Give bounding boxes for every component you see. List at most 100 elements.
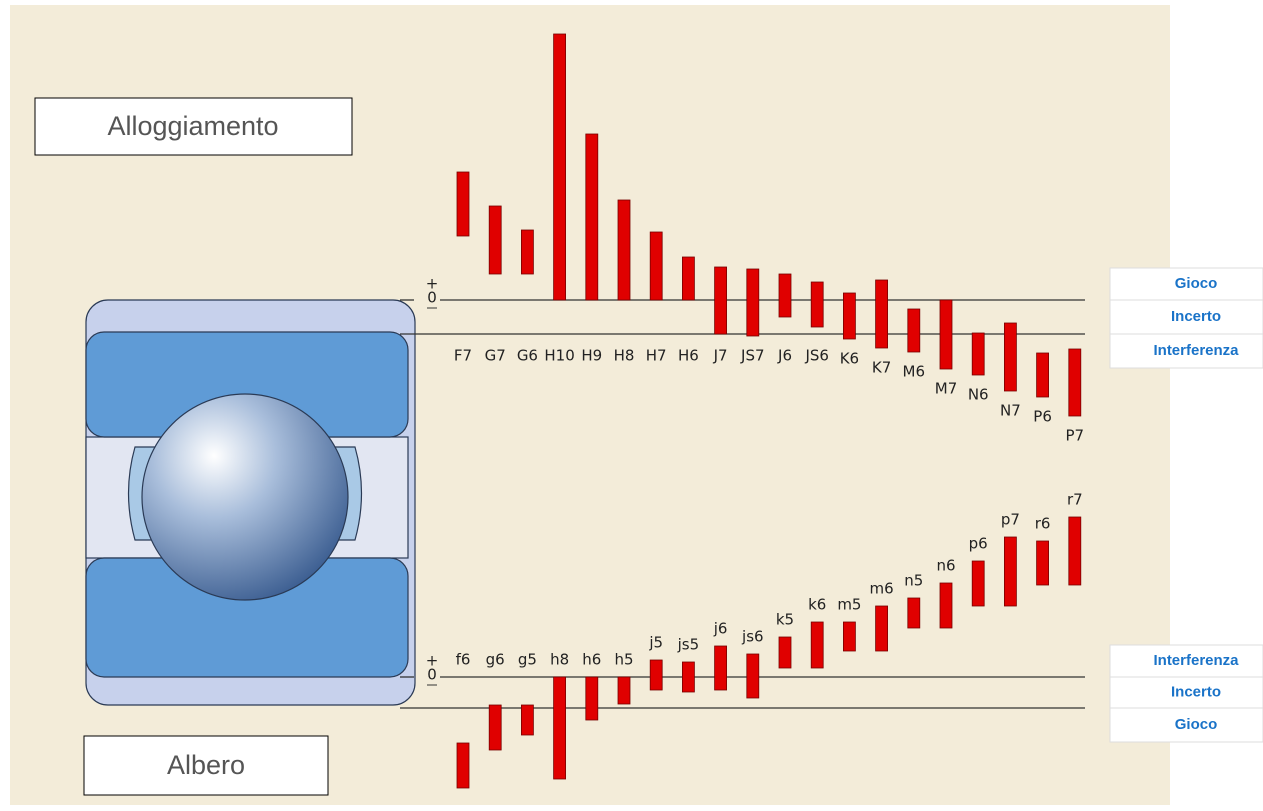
tolerance-label: r7 xyxy=(1067,491,1083,509)
tolerance-bar xyxy=(778,273,792,318)
zone-box xyxy=(1109,707,1263,743)
tolerance-bar xyxy=(810,621,824,669)
tolerance-bar xyxy=(939,299,953,370)
tolerance-label: M7 xyxy=(935,380,958,398)
tolerance-label: h8 xyxy=(550,651,569,669)
tolerance-label: js6 xyxy=(741,628,764,646)
tolerance-label: m6 xyxy=(870,580,894,598)
tolerance-label: K6 xyxy=(840,350,859,368)
zone-label: Incerto xyxy=(1171,308,1221,325)
tolerance-label: N7 xyxy=(1000,402,1021,420)
tolerance-bar xyxy=(714,645,727,691)
tolerance-bar xyxy=(843,292,856,340)
tolerance-label: K7 xyxy=(872,359,891,377)
tolerance-bar xyxy=(810,281,824,328)
zero-sign: 0 xyxy=(427,666,437,684)
tolerance-bar xyxy=(585,676,599,721)
tolerance-label: js5 xyxy=(677,636,700,654)
tolerance-bar xyxy=(714,266,727,335)
zone-box xyxy=(1109,267,1263,301)
tolerance-label: G7 xyxy=(485,347,506,365)
zone-label: Interferenza xyxy=(1153,652,1239,669)
tolerance-bar xyxy=(585,133,599,301)
tolerance-bar xyxy=(456,742,470,789)
tolerance-label: N6 xyxy=(968,386,989,404)
tolerance-label: p6 xyxy=(969,535,988,553)
tolerance-label: j6 xyxy=(713,620,728,638)
tolerance-label: J6 xyxy=(777,347,792,365)
tolerance-bar xyxy=(553,676,566,780)
zero-sign: 0 xyxy=(427,289,437,307)
tolerance-bar xyxy=(1068,348,1082,417)
tolerance-bar xyxy=(1068,516,1082,586)
tolerance-bar xyxy=(907,308,921,353)
tolerance-label: h6 xyxy=(582,651,601,669)
tolerance-label: J7 xyxy=(713,347,728,365)
zone-box xyxy=(1109,333,1263,369)
tolerance-bar xyxy=(1036,540,1049,586)
tolerance-label: H8 xyxy=(614,347,635,365)
tolerance-label: k5 xyxy=(776,611,794,629)
tolerance-bar xyxy=(521,229,534,275)
tolerance-label: H9 xyxy=(581,347,602,365)
tolerance-label: G6 xyxy=(517,347,538,365)
tolerance-bar xyxy=(971,560,985,607)
zone-box xyxy=(1109,299,1263,335)
housing-box xyxy=(34,97,353,156)
tolerance-bar xyxy=(971,332,985,376)
tolerance-bar xyxy=(875,279,888,349)
tolerance-label: P7 xyxy=(1066,427,1085,445)
tolerance-label: n5 xyxy=(904,572,923,590)
tolerance-label: JS7 xyxy=(740,347,765,365)
tolerance-label: g6 xyxy=(486,651,505,669)
tolerance-label: n6 xyxy=(936,557,955,575)
tolerance-label: j5 xyxy=(648,634,663,652)
tolerance-bar xyxy=(456,171,470,237)
tolerance-bar xyxy=(746,268,760,337)
zone-label: Gioco xyxy=(1175,716,1218,733)
tolerance-label: m5 xyxy=(837,596,861,614)
tolerance-bar xyxy=(682,661,695,693)
tolerance-bar xyxy=(1004,536,1017,607)
tolerance-bar xyxy=(617,676,631,705)
tolerance-bar xyxy=(649,659,663,691)
tolerance-label: f6 xyxy=(456,651,471,669)
tolerance-bar xyxy=(617,199,631,301)
zone-label: Gioco xyxy=(1175,275,1218,292)
tolerance-bar xyxy=(1036,352,1049,398)
tolerance-label: H7 xyxy=(646,347,667,365)
tolerance-label: H10 xyxy=(544,347,574,365)
plus-sign: + xyxy=(426,652,439,670)
zone-label: Incerto xyxy=(1171,683,1221,700)
tolerance-bar xyxy=(682,256,695,301)
tolerance-label: k6 xyxy=(808,596,826,614)
tolerance-label: h5 xyxy=(614,651,633,669)
tolerance-label: g5 xyxy=(518,651,537,669)
tolerance-bar xyxy=(939,582,953,629)
tolerance-label: r6 xyxy=(1035,515,1051,533)
tolerance-bar xyxy=(778,636,792,669)
tolerance-bar xyxy=(521,704,534,736)
zone-label: Interferenza xyxy=(1153,342,1239,359)
tolerance-label: M6 xyxy=(903,363,926,381)
tolerance-bar xyxy=(649,231,663,301)
tolerance-label: P6 xyxy=(1033,408,1052,426)
tolerance-bar xyxy=(875,605,888,652)
tolerance-bar xyxy=(1004,322,1017,392)
tolerance-label: p7 xyxy=(1001,511,1020,529)
plus-sign: + xyxy=(426,275,439,293)
shaft-box xyxy=(83,735,329,796)
shaft-label: Albero xyxy=(167,750,245,780)
tolerance-bar xyxy=(488,205,502,275)
tolerance-bar xyxy=(488,704,502,751)
tolerance-label: H6 xyxy=(678,347,699,365)
tolerance-label: JS6 xyxy=(804,347,829,365)
tolerance-bar xyxy=(553,33,566,301)
tolerance-bar xyxy=(907,597,921,629)
tolerance-bar xyxy=(843,621,856,652)
housing-label: Alloggiamento xyxy=(107,111,278,141)
tolerance-bar xyxy=(746,653,760,699)
tolerance-label: F7 xyxy=(454,347,472,365)
bearing xyxy=(85,299,416,706)
